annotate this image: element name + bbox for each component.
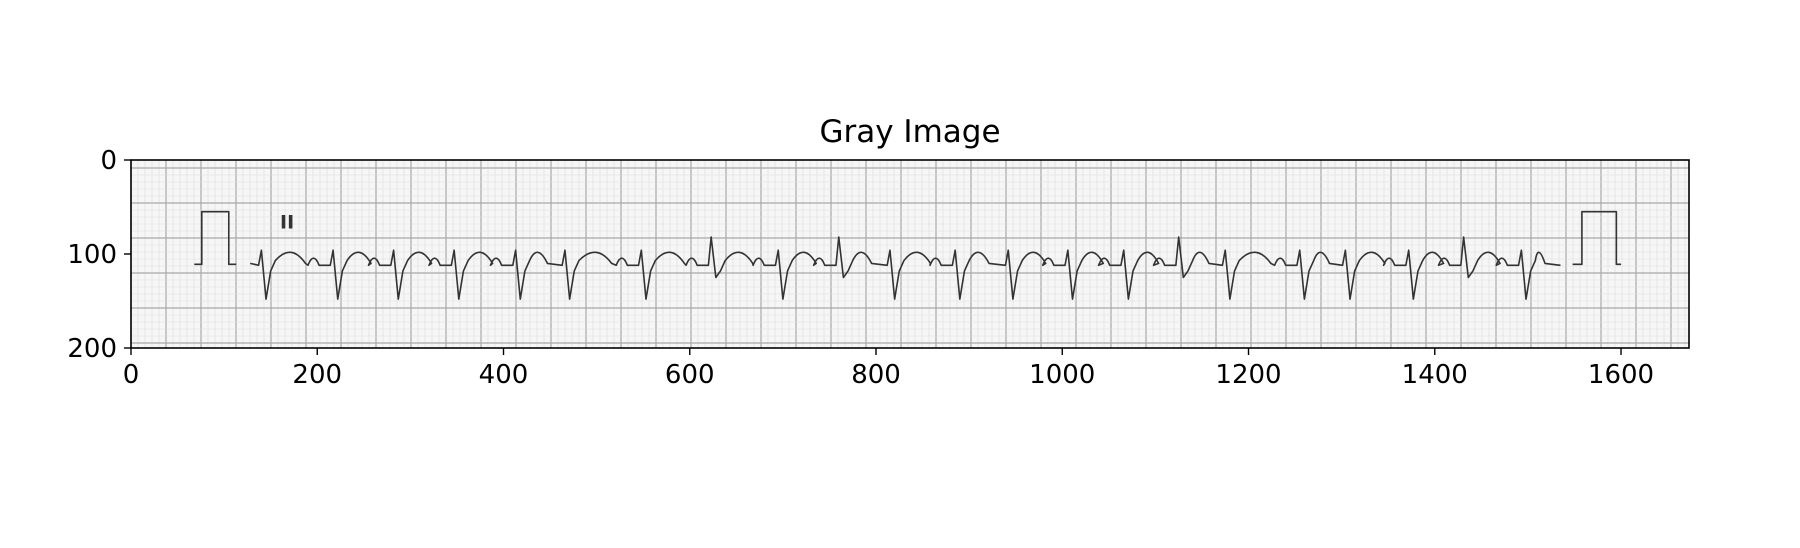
ecg-grid xyxy=(130,160,1689,348)
x-tick-label: 1000 xyxy=(1029,360,1095,390)
lead-label: II xyxy=(280,212,294,234)
chart-title: Gray Image xyxy=(819,114,1000,150)
ecg-trace xyxy=(194,210,1622,300)
x-tick-label: 0 xyxy=(123,360,140,390)
x-tick-label: 400 xyxy=(479,360,529,390)
x-tick-label: 200 xyxy=(292,360,342,390)
x-tick-label: 600 xyxy=(665,360,715,390)
x-tick-label: 1600 xyxy=(1588,360,1654,390)
x-tick-label: 1200 xyxy=(1215,360,1281,390)
y-tick-label: 200 xyxy=(67,334,117,364)
y-tick-label: 100 xyxy=(67,240,117,270)
y-tick-label: 0 xyxy=(100,146,117,176)
x-tick-label: 1400 xyxy=(1402,360,1468,390)
x-tick-label: 800 xyxy=(851,360,901,390)
